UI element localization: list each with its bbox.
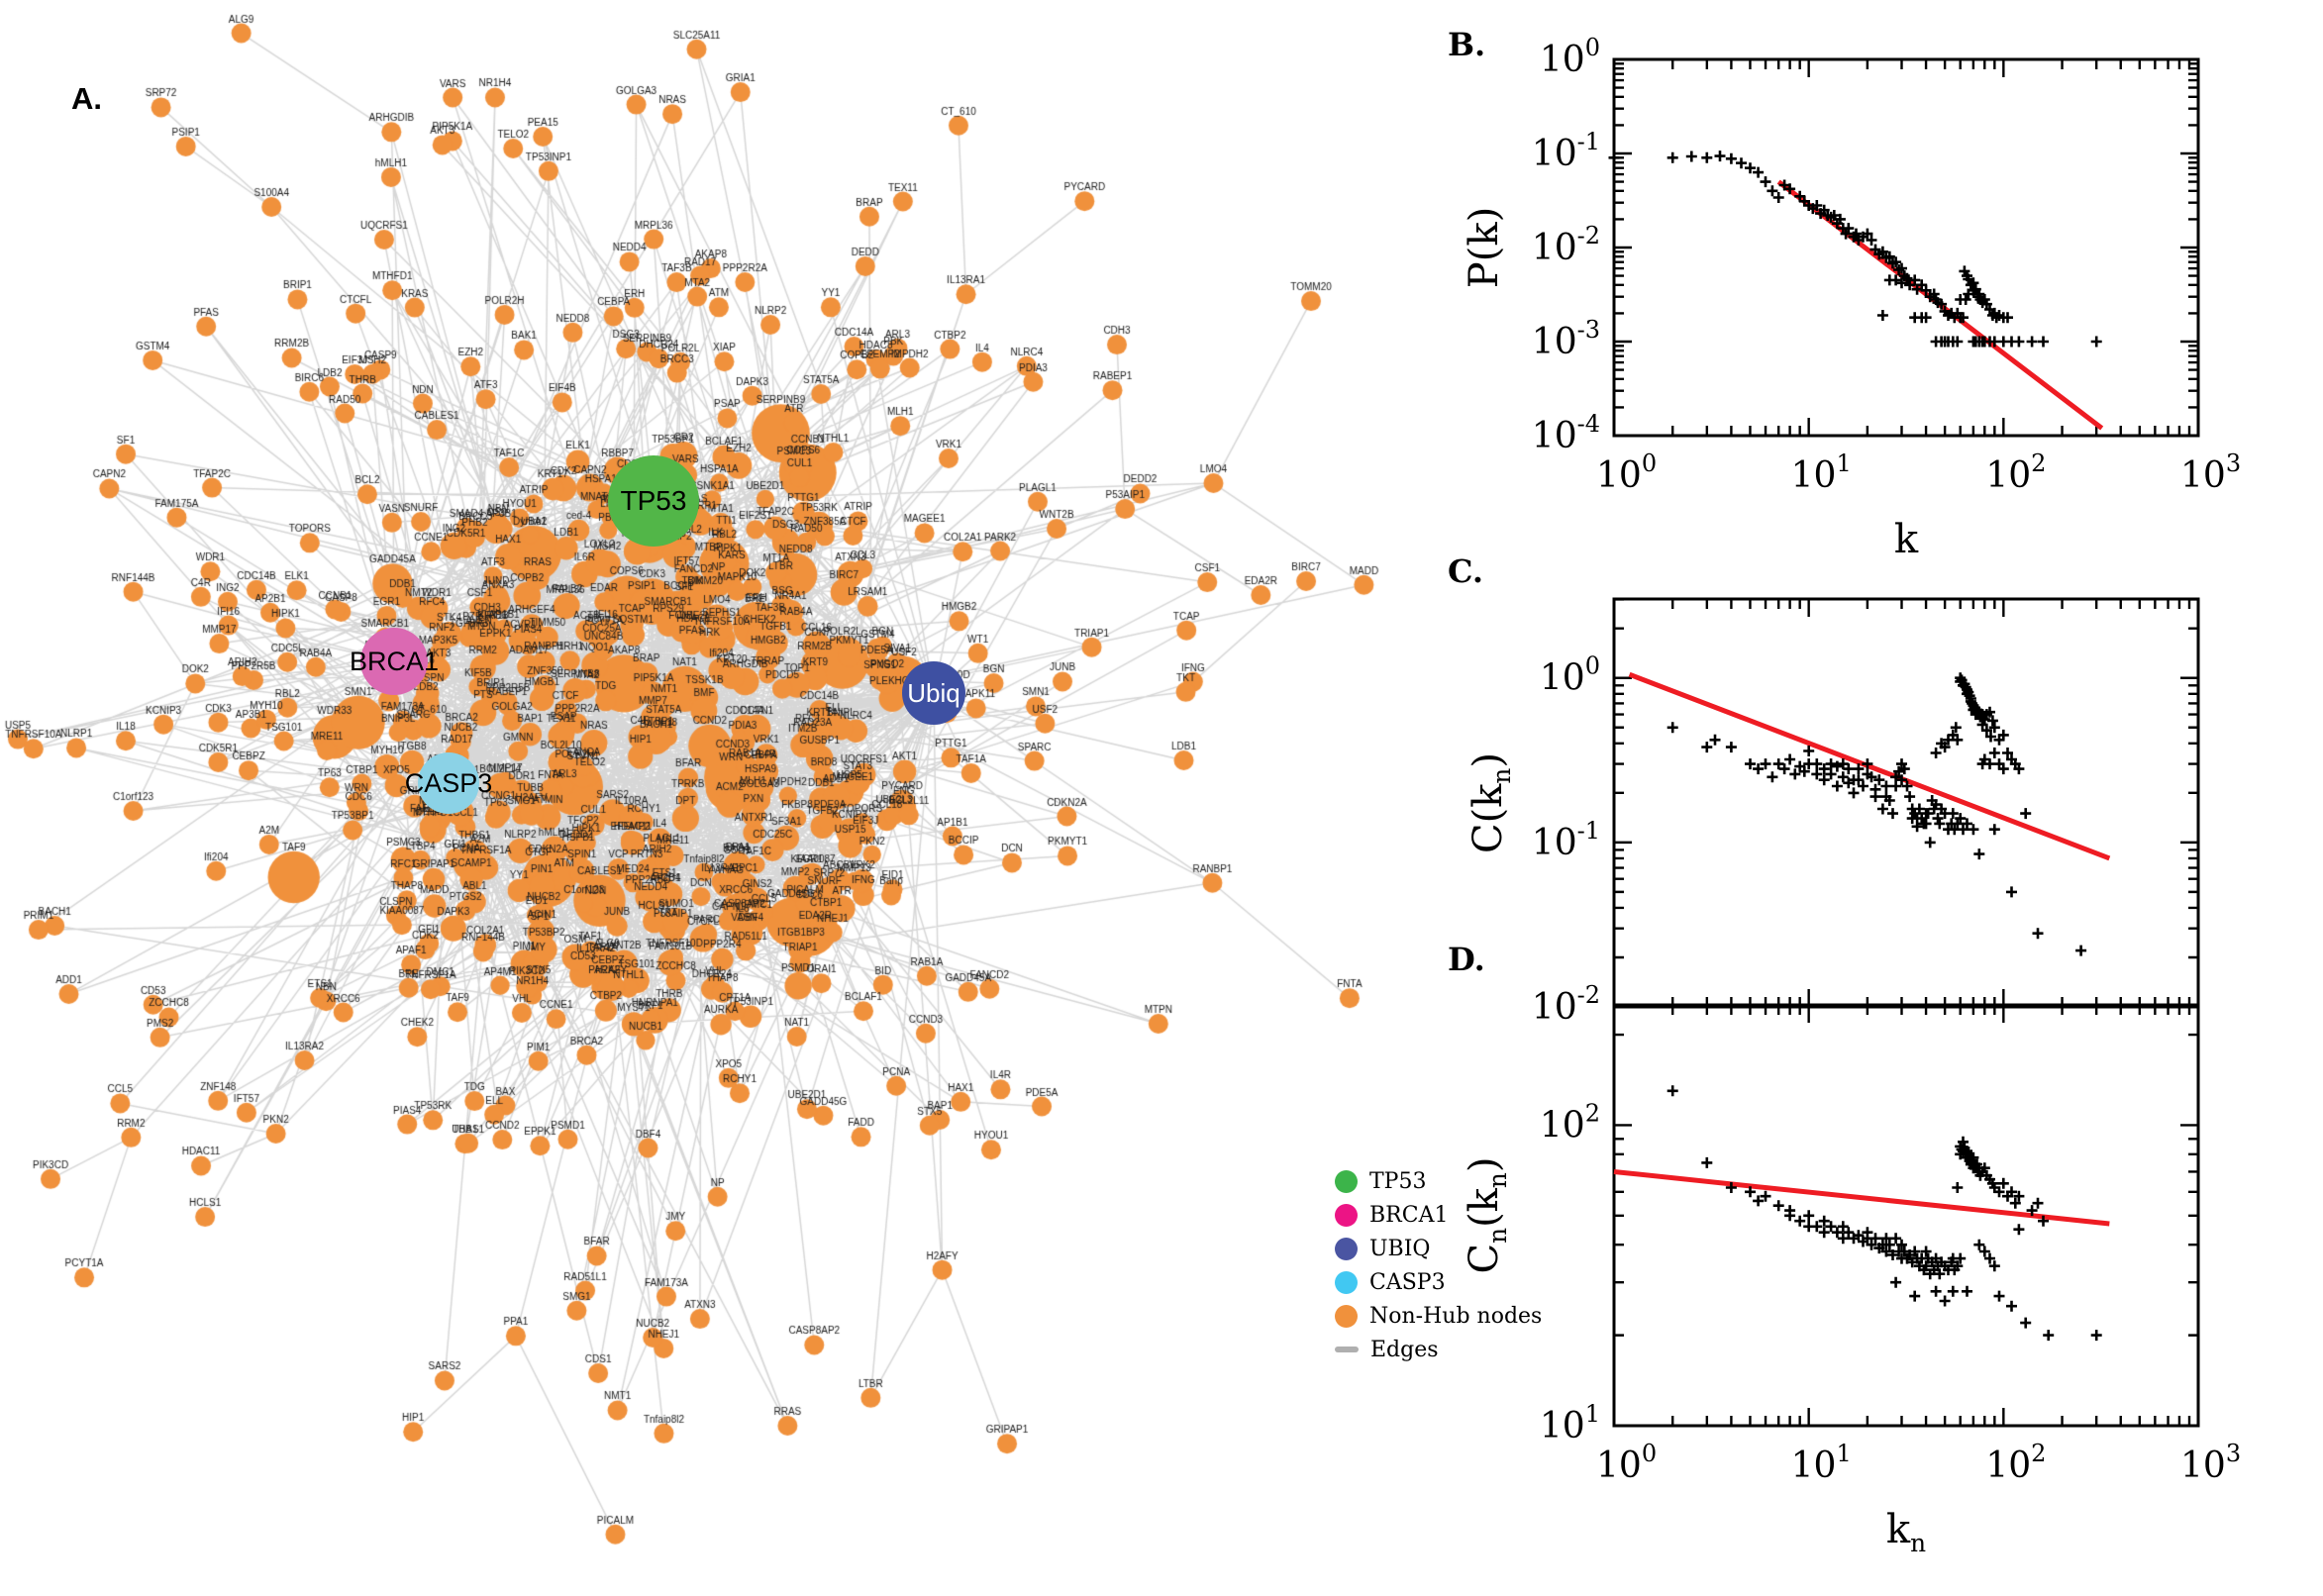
undefined-xlabel: kn <box>1886 1507 1926 1557</box>
undefined-ylabel: P(k) <box>1462 207 1507 288</box>
y-tick-label: 10-1 <box>1532 817 1600 863</box>
y-tick-label: 100 <box>1540 652 1600 699</box>
y-tick-label: 10-1 <box>1532 128 1600 174</box>
network-graph <box>0 0 1446 1596</box>
scatter-points <box>1666 672 2087 956</box>
legend-item-label: TP53 <box>1369 1168 1427 1194</box>
panel-d-label: D. <box>1448 941 1485 978</box>
panel-b-label: B. <box>1448 26 1486 63</box>
legend-item-ubiq: UBIQ <box>1335 1232 1542 1265</box>
hub-casp3: CASP3 <box>405 752 492 814</box>
legend-item-tp53: TP53 <box>1335 1164 1542 1198</box>
legend-item-non-hub-nodes: Non-Hub nodes <box>1335 1299 1542 1333</box>
y-tick-label: 10-4 <box>1532 410 1600 456</box>
panel-c-label: C. <box>1448 552 1484 590</box>
hub-label: BRCA1 <box>349 646 440 676</box>
fit-line <box>1628 671 2111 861</box>
y-tick-label: 10-2 <box>1532 222 1600 268</box>
x-tick-label: 101 <box>1791 1440 1852 1486</box>
x-tick-label: 102 <box>1985 449 2046 496</box>
hub-label: TP53 <box>620 485 687 516</box>
legend-dot-icon <box>1335 1304 1358 1328</box>
hub-tp53: TP53 <box>608 455 699 547</box>
x-tick-label: 100 <box>1596 1440 1657 1486</box>
legend-item-label: Edges <box>1370 1337 1439 1362</box>
panel-a-label: A. <box>71 81 102 116</box>
fit-line <box>1776 179 2104 431</box>
legend-dot-icon <box>1335 1203 1358 1227</box>
hub-ubiq: Ubiq <box>902 661 965 725</box>
y-tick-label: 102 <box>1540 1099 1600 1146</box>
x-tick-label: 102 <box>1985 1440 2046 1486</box>
x-tick-label: 101 <box>1791 449 1852 496</box>
y-tick-label: 10-3 <box>1532 316 1600 362</box>
y-tick-label: 10-2 <box>1532 981 1600 1028</box>
legend-item-label: UBIQ <box>1369 1236 1431 1261</box>
y-tick-label: 101 <box>1540 1400 1600 1446</box>
legend-item-label: BRCA1 <box>1369 1202 1449 1228</box>
legend-item-label: CASP3 <box>1369 1269 1446 1295</box>
legend-dot-icon <box>1335 1270 1358 1294</box>
y-tick-label: 100 <box>1540 34 1600 80</box>
fit-line <box>1613 1168 2110 1227</box>
legend-item-casp3: CASP3 <box>1335 1265 1542 1299</box>
hub-brca1: BRCA1 <box>350 628 439 695</box>
legend: TP53 BRCA1 UBIQ CASP3 Non-Hub nodes Edges <box>1335 1164 1542 1366</box>
scatter-points <box>1666 1085 2102 1342</box>
x-tick-label: 103 <box>2180 449 2241 496</box>
legend-item-label: Non-Hub nodes <box>1369 1303 1543 1329</box>
x-tick-label: 100 <box>1596 449 1657 496</box>
hub-label: Ubiq <box>907 677 960 708</box>
legend-dot-icon <box>1335 1169 1358 1193</box>
legend-item-brca1: BRCA1 <box>1335 1198 1542 1232</box>
legend-edge-icon <box>1335 1347 1359 1352</box>
hub-label: CASP3 <box>404 767 493 798</box>
panel-undefined-chart: 100 10-1 10-2 C(kn) <box>1465 597 2200 1028</box>
x-tick-label: 103 <box>2180 1440 2241 1486</box>
undefined-ylabel: C(kn) <box>1465 752 1516 853</box>
undefined-xlabel: k <box>1894 517 1919 562</box>
legend-item-edges: Edges <box>1335 1333 1542 1366</box>
legend-dot-icon <box>1335 1237 1358 1260</box>
scatter-points <box>1608 150 2102 348</box>
